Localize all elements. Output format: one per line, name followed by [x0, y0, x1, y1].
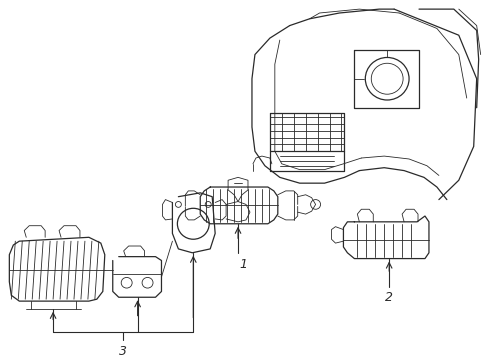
Text: 1: 1 — [239, 258, 247, 271]
Text: 3: 3 — [119, 345, 127, 357]
Text: 2: 2 — [385, 292, 393, 305]
